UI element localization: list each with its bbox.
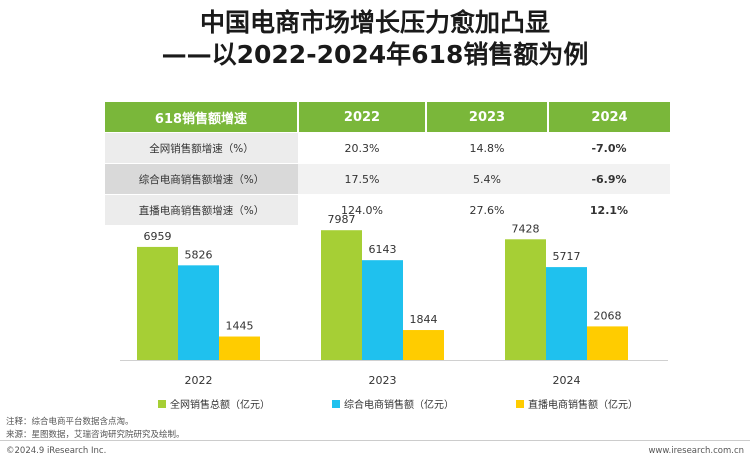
legend-label: 直播电商销售额（亿元） <box>528 400 638 411</box>
table-cell: -7.0% <box>548 132 670 164</box>
data-label: 1445 <box>226 320 254 333</box>
legend-label: 综合电商销售额（亿元） <box>344 400 454 411</box>
bar <box>362 260 403 360</box>
legend-item: 全网销售总额（亿元） <box>158 396 270 411</box>
table-cell: 27.6% <box>426 194 548 225</box>
bar <box>219 336 260 360</box>
table-row-label: 综合电商销售额增速（%） <box>105 163 298 195</box>
table-cell: 17.5% <box>298 163 426 195</box>
table-row-label: 直播电商销售额增速（%） <box>105 194 298 225</box>
legend-swatch-icon <box>516 399 524 408</box>
bar <box>546 267 587 360</box>
data-label: 1844 <box>410 313 438 326</box>
footer-divider <box>0 440 750 441</box>
data-label: 2068 <box>594 309 622 322</box>
note-text: 注释：综合电商平台数据含点淘。 <box>6 417 134 427</box>
bar <box>178 265 219 360</box>
table-header-cell: 2024 <box>548 102 670 133</box>
bar <box>587 326 628 360</box>
table-cell: 12.1% <box>548 194 670 225</box>
page-subtitle: ——以2022-2024年618销售额为例 <box>161 40 589 69</box>
bar <box>505 239 546 360</box>
bar <box>137 246 178 360</box>
bar <box>403 330 444 360</box>
table-header-cell: 618销售额增速 <box>105 102 299 133</box>
legend-label: 全网销售总额（亿元） <box>170 400 270 411</box>
table-cell: 5.4% <box>426 163 548 195</box>
data-label: 7428 <box>512 222 540 235</box>
data-label: 6143 <box>369 243 397 256</box>
legend-item: 综合电商销售额（亿元） <box>332 396 454 411</box>
table-header-cell: 2023 <box>426 102 549 133</box>
table-cell: 20.3% <box>298 132 426 164</box>
data-label: 5826 <box>185 248 213 261</box>
bar <box>321 230 362 360</box>
table-header-row: 618销售额增速 2022 2023 2024 <box>105 102 670 133</box>
data-label: 7987 <box>328 213 356 226</box>
legend-swatch-icon <box>332 399 340 408</box>
legend-swatch-icon <box>158 399 166 408</box>
legend-item: 直播电商销售额（亿元） <box>516 396 638 411</box>
data-label: 6959 <box>144 230 172 243</box>
growth-table: 618销售额增速 2022 2023 2024 全网销售额增速（%） 20.3%… <box>105 102 670 225</box>
table-cell: -6.9% <box>548 163 670 195</box>
website-link[interactable]: www.iresearch.com.cn <box>648 446 744 456</box>
x-tick-label: 2022 <box>185 374 213 387</box>
source-text: 来源：星图数据，艾瑞咨询研究院研究及绘制。 <box>6 430 185 440</box>
table-row: 直播电商销售额增速（%） 124.0% 27.6% 12.1% <box>105 194 670 225</box>
x-tick-label: 2024 <box>553 374 581 387</box>
data-label: 5717 <box>553 250 581 263</box>
table-cell: 14.8% <box>426 132 548 164</box>
table-row: 综合电商销售额增速（%） 17.5% 5.4% -6.9% <box>105 163 670 195</box>
table-row-label: 全网销售额增速（%） <box>105 132 298 164</box>
table-cell: 124.0% <box>298 194 426 225</box>
page-title: 中国电商市场增长压力愈加凸显 <box>199 8 550 37</box>
table-row: 全网销售额增速（%） 20.3% 14.8% -7.0% <box>105 132 670 164</box>
table-header-cell: 2022 <box>298 102 427 133</box>
x-tick-label: 2023 <box>369 374 397 387</box>
copyright-text: ©2024.9 iResearch Inc. <box>6 446 107 456</box>
